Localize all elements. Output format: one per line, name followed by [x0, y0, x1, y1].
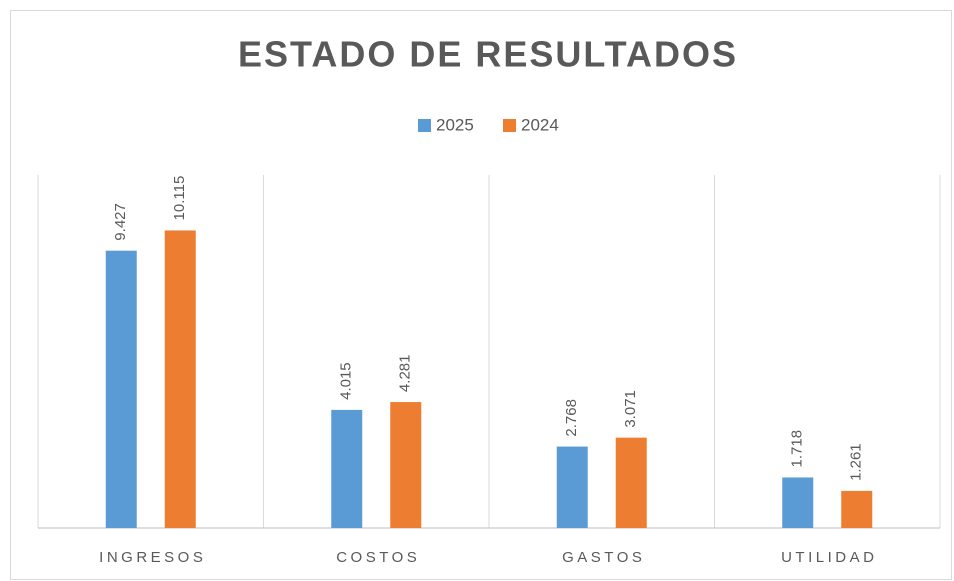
bar [105, 250, 137, 528]
legend-label: 2024 [521, 115, 559, 134]
x-tick-label: UTILIDAD [781, 549, 877, 566]
bar [782, 477, 814, 528]
bar [164, 230, 196, 528]
bar [556, 446, 588, 528]
bar [331, 409, 363, 528]
x-tick-label: GASTOS [562, 549, 645, 566]
data-label: 3.071 [622, 390, 639, 428]
data-label: 1.261 [848, 443, 865, 481]
legend-swatch [418, 119, 431, 132]
data-label: 2.768 [563, 399, 580, 437]
data-label: 4.281 [397, 355, 414, 393]
chart-title: ESTADO DE RESULTADOS [238, 34, 738, 75]
x-tick-label: COSTOS [336, 549, 420, 566]
bar [390, 402, 422, 528]
data-label: 1.718 [789, 430, 806, 468]
data-label: 10.115 [171, 176, 188, 221]
data-label: 4.015 [338, 362, 355, 400]
bar [841, 490, 873, 528]
x-tick-label: INGRESOS [99, 549, 206, 566]
legend-swatch [503, 119, 516, 132]
data-label: 9.427 [112, 203, 129, 241]
bar [615, 437, 647, 528]
legend-label: 2025 [436, 115, 474, 134]
